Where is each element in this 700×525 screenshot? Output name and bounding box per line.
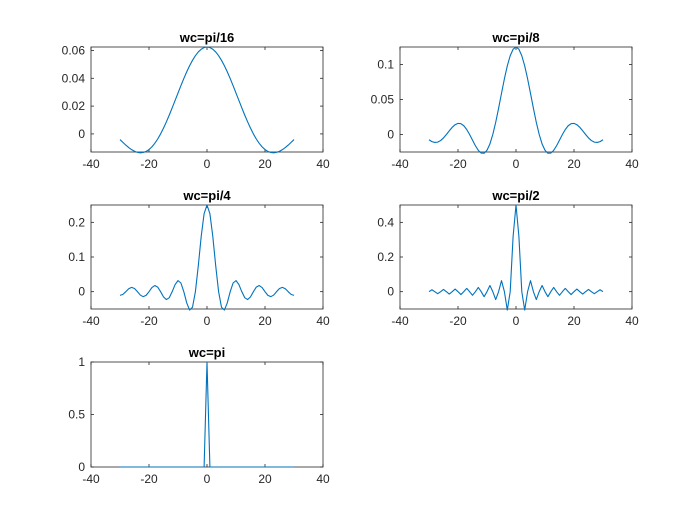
x-tick-label: 20 bbox=[567, 314, 581, 328]
x-tick-label: 40 bbox=[316, 314, 330, 328]
subplot-2: wc=pi/8 -40 -20 0 20 40 0 0.05 0.1 bbox=[371, 30, 639, 171]
x-tick-label: -20 bbox=[140, 157, 158, 171]
y-tick-label: 1 bbox=[78, 355, 85, 369]
x-tick-label: 20 bbox=[258, 314, 272, 328]
y-tick-label: 0.04 bbox=[62, 71, 86, 85]
y-tick-label: 0 bbox=[387, 285, 394, 299]
x-tick-label: 20 bbox=[258, 157, 272, 171]
series-line bbox=[428, 46, 604, 154]
y-tick-label: 0 bbox=[78, 460, 85, 474]
x-tick-label: 40 bbox=[316, 472, 330, 486]
chart-title: wc=pi/4 bbox=[182, 188, 231, 203]
subplot-panels: wc=pi/16 -40 -20 0 20 40 0 0.02 0.04 0.06 wc=pi/8 -… bbox=[62, 30, 639, 486]
series-line bbox=[119, 204, 295, 311]
chart-title: wc=pi/16 bbox=[179, 30, 235, 45]
x-tick-label: -20 bbox=[140, 472, 158, 486]
x-tick-label: -40 bbox=[82, 157, 100, 171]
x-tick-label: 0 bbox=[204, 472, 211, 486]
subplot-3: wc=pi/4 -40 -20 0 20 40 0 0.1 0.2 bbox=[68, 188, 330, 328]
y-tick-label: 0 bbox=[78, 285, 85, 299]
x-tick-label: -40 bbox=[82, 472, 100, 486]
chart-title: wc=pi/2 bbox=[491, 188, 539, 203]
x-tick-label: 0 bbox=[204, 314, 211, 328]
x-tick-label: 0 bbox=[513, 157, 520, 171]
axes-box bbox=[399, 46, 633, 153]
x-tick-label: -20 bbox=[449, 157, 467, 171]
y-tick-label: 0.06 bbox=[62, 43, 86, 57]
y-tick-label: 0.5 bbox=[68, 408, 85, 422]
subplot-1: wc=pi/16 -40 -20 0 20 40 0 0.02 0.04 0.06 bbox=[62, 30, 330, 171]
chart-title: wc=pi/8 bbox=[491, 30, 539, 45]
series-line bbox=[428, 204, 604, 311]
x-tick-label: -40 bbox=[82, 314, 100, 328]
x-tick-label: -20 bbox=[140, 314, 158, 328]
y-tick-label: 0 bbox=[387, 128, 394, 142]
series-line bbox=[120, 361, 294, 468]
x-tick-label: 20 bbox=[258, 472, 272, 486]
axes-box bbox=[399, 204, 633, 310]
y-tick-label: 0.4 bbox=[377, 215, 394, 229]
x-tick-label: 0 bbox=[204, 157, 211, 171]
y-tick-label: 0.05 bbox=[371, 93, 395, 107]
y-tick-label: 0.2 bbox=[68, 215, 85, 229]
y-tick-label: 0.1 bbox=[377, 58, 394, 72]
x-tick-label: 0 bbox=[513, 314, 520, 328]
axes-box bbox=[90, 204, 324, 310]
y-tick-label: 0 bbox=[78, 127, 85, 141]
subplot-5: wc=pi -40 -20 0 20 40 0 0.5 1 bbox=[68, 345, 330, 486]
chart-title: wc=pi bbox=[188, 345, 226, 360]
subplot-4: wc=pi/2 -40 -20 0 20 40 0 0.2 0.4 bbox=[377, 188, 639, 328]
axes-box bbox=[90, 46, 324, 153]
x-tick-label: -20 bbox=[449, 314, 467, 328]
y-tick-label: 0.02 bbox=[62, 99, 86, 113]
x-tick-label: -40 bbox=[391, 314, 409, 328]
x-tick-label: -40 bbox=[391, 157, 409, 171]
x-tick-label: 40 bbox=[625, 314, 639, 328]
x-tick-label: 40 bbox=[316, 157, 330, 171]
y-tick-label: 0.2 bbox=[377, 250, 394, 264]
x-tick-label: 40 bbox=[625, 157, 639, 171]
series-line bbox=[119, 46, 295, 154]
y-tick-label: 0.1 bbox=[68, 250, 85, 264]
x-tick-label: 20 bbox=[567, 157, 581, 171]
